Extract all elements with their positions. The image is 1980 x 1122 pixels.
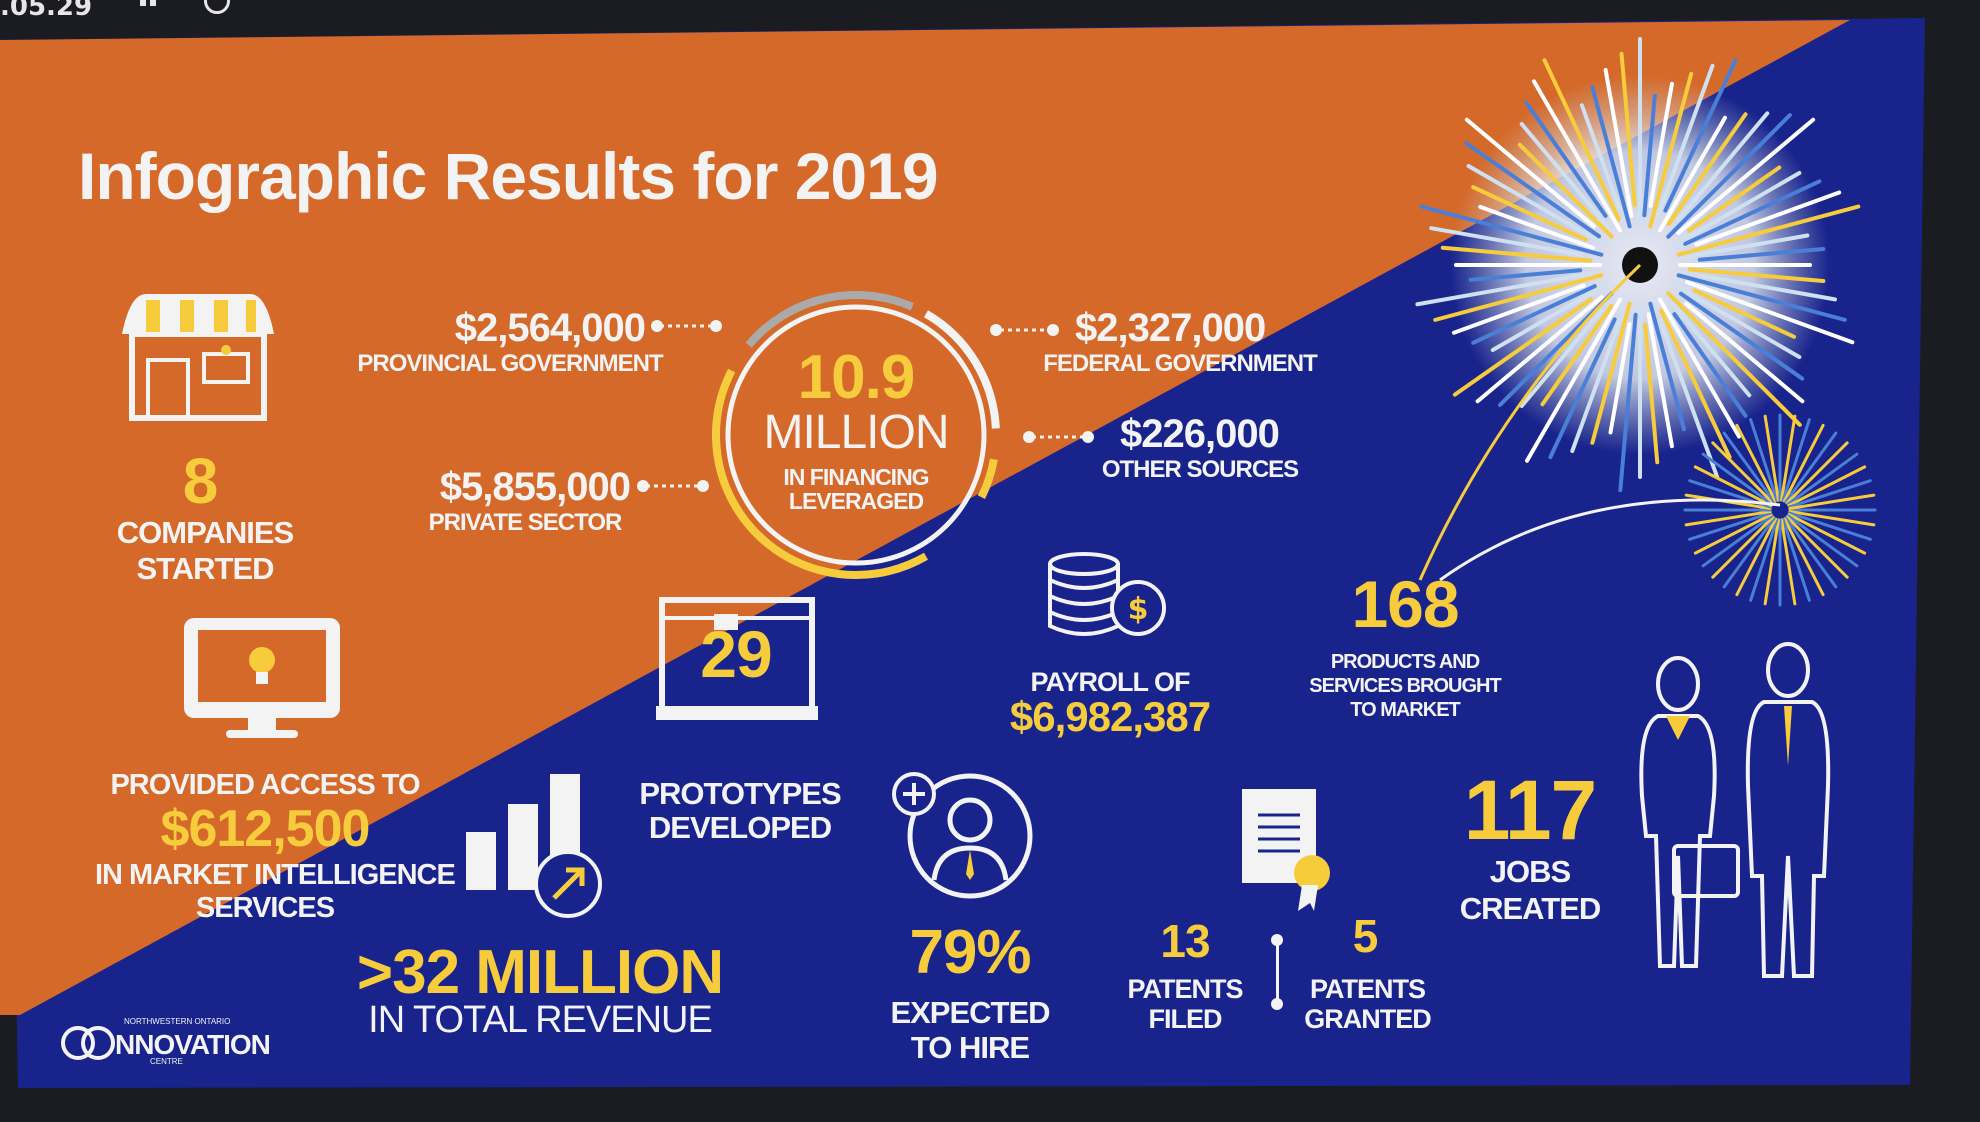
pause-icon-bar (150, 0, 156, 6)
bar-chart-arrow-icon (466, 774, 602, 918)
svg-text:$: $ (1128, 592, 1149, 627)
financing-total-value: 10.9 (797, 343, 916, 412)
products-label-1: PRODUCTS AND (1330, 651, 1480, 673)
prototypes-label-2: DEVELOPED (648, 810, 832, 845)
storefront-icon (122, 294, 274, 421)
logo-name: NNOVATION (115, 1029, 271, 1060)
private-amount: $5,855,000 (439, 465, 631, 509)
financing-total-caption: IN FINANCING LEVERAGED (783, 464, 929, 515)
jobs-label-1: JOBS (1489, 854, 1571, 889)
hire-label-2: TO HIRE (910, 1030, 1030, 1065)
logo-sub-text: CENTRE (150, 1057, 183, 1066)
dollar-coin-icon (1110, 580, 1166, 636)
provincial-label: PROVINCIAL GOVERNMENT (357, 350, 663, 377)
federal-label: FEDERAL GOVERNMENT (1043, 350, 1318, 377)
monitor-lightbulb-icon (184, 618, 340, 738)
patents-filed-label-1: PATENTS (1127, 974, 1243, 1004)
patents-granted-value: 5 (1352, 910, 1379, 962)
provincial-amount: $2,564,000 (454, 306, 646, 350)
hire-label-1: EXPECTED (890, 995, 1050, 1030)
products-value: 168 (1351, 567, 1459, 641)
patents-filed-label-2: FILED (1148, 1004, 1223, 1034)
patents-filed-value: 13 (1160, 915, 1210, 967)
prototypes-value: 29 (700, 617, 772, 691)
private-label: PRIVATE SECTOR (428, 509, 623, 536)
payroll-value: $6,982,387 (1009, 693, 1211, 740)
3d-printer-icon (656, 597, 818, 720)
business-people-icon (1639, 642, 1831, 978)
pause-icon (140, 0, 146, 6)
innovation-logo-mark (61, 1026, 115, 1060)
products-label-3: TO MARKET (1350, 699, 1461, 721)
payroll-label: PAYROLL OF (1030, 667, 1190, 697)
patents-divider-dot-top (1271, 934, 1283, 946)
logo-small-text: NORTHWESTERN ONTARIO (124, 1017, 231, 1026)
market-intel-line2: IN MARKET INTELLIGENCE (95, 859, 456, 891)
status-time: .05.29 (0, 0, 93, 22)
patents-granted-label-2: GRANTED (1304, 1004, 1432, 1034)
financing-total-unit: MILLION (763, 406, 949, 459)
companies-label-2: STARTED (136, 551, 274, 586)
other-label: OTHER SOURCES (1101, 456, 1299, 483)
financing-ring-graphic (712, 291, 1000, 579)
patents-divider-dot-bottom (1271, 998, 1283, 1010)
jobs-label-2: CREATED (1459, 891, 1602, 926)
other-amount: $226,000 (1120, 412, 1280, 456)
companies-label-1: COMPANIES (116, 515, 294, 550)
federal-amount: $2,327,000 (1075, 306, 1266, 350)
certificate-icon (1242, 789, 1330, 911)
patents-divider (1276, 938, 1279, 1004)
add-person-icon (892, 772, 1033, 899)
hire-value: 79% (909, 918, 1031, 987)
revenue-value: >32 MILLION (356, 938, 724, 1007)
coin-stack-icon: $ (1048, 552, 1166, 636)
fireworks-graphic (1415, 37, 1877, 607)
market-intel-value: $612,500 (160, 800, 371, 858)
jobs-value: 117 (1463, 763, 1598, 857)
patents-granted-label-1: PATENTS (1309, 974, 1426, 1004)
slide-title: Infographic Results for 2019 (78, 139, 939, 213)
prototypes-label-1: PROTOTYPES (639, 776, 841, 811)
market-intel-line1: PROVIDED ACCESS TO (110, 769, 420, 801)
refresh-icon (204, 0, 230, 14)
companies-value: 8 (182, 445, 219, 517)
market-intel-line3: SERVICES (195, 892, 335, 924)
products-label-2: SERVICES BROUGHT (1309, 675, 1501, 697)
revenue-label: IN TOTAL REVENUE (368, 999, 713, 1041)
